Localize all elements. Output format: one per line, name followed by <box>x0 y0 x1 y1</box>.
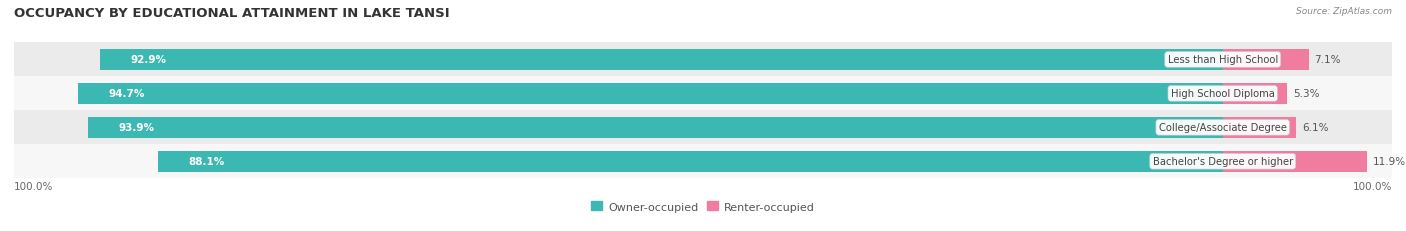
Bar <box>1223 151 1367 172</box>
Bar <box>157 151 1223 172</box>
Text: 88.1%: 88.1% <box>188 157 225 167</box>
Text: 5.3%: 5.3% <box>1294 89 1319 99</box>
Text: Less than High School: Less than High School <box>1167 55 1278 65</box>
Text: 6.1%: 6.1% <box>1302 123 1329 133</box>
Bar <box>1223 117 1296 138</box>
Bar <box>14 77 1392 111</box>
Text: 94.7%: 94.7% <box>108 89 145 99</box>
Bar <box>14 43 1392 77</box>
Text: 92.9%: 92.9% <box>131 55 166 65</box>
Text: Bachelor's Degree or higher: Bachelor's Degree or higher <box>1153 157 1294 167</box>
Text: College/Associate Degree: College/Associate Degree <box>1159 123 1286 133</box>
Text: 100.0%: 100.0% <box>14 181 53 191</box>
Bar <box>87 117 1223 138</box>
Text: High School Diploma: High School Diploma <box>1171 89 1275 99</box>
Bar <box>1223 50 1309 71</box>
Text: 93.9%: 93.9% <box>118 123 155 133</box>
Bar <box>79 83 1223 104</box>
Text: 11.9%: 11.9% <box>1372 157 1406 167</box>
Bar <box>14 145 1392 179</box>
Text: 100.0%: 100.0% <box>1353 181 1392 191</box>
Bar <box>100 50 1223 71</box>
Legend: Owner-occupied, Renter-occupied: Owner-occupied, Renter-occupied <box>586 197 820 216</box>
Bar <box>1223 83 1286 104</box>
Bar <box>14 111 1392 145</box>
Text: 7.1%: 7.1% <box>1315 55 1341 65</box>
Text: OCCUPANCY BY EDUCATIONAL ATTAINMENT IN LAKE TANSI: OCCUPANCY BY EDUCATIONAL ATTAINMENT IN L… <box>14 7 450 20</box>
Text: Source: ZipAtlas.com: Source: ZipAtlas.com <box>1296 7 1392 16</box>
